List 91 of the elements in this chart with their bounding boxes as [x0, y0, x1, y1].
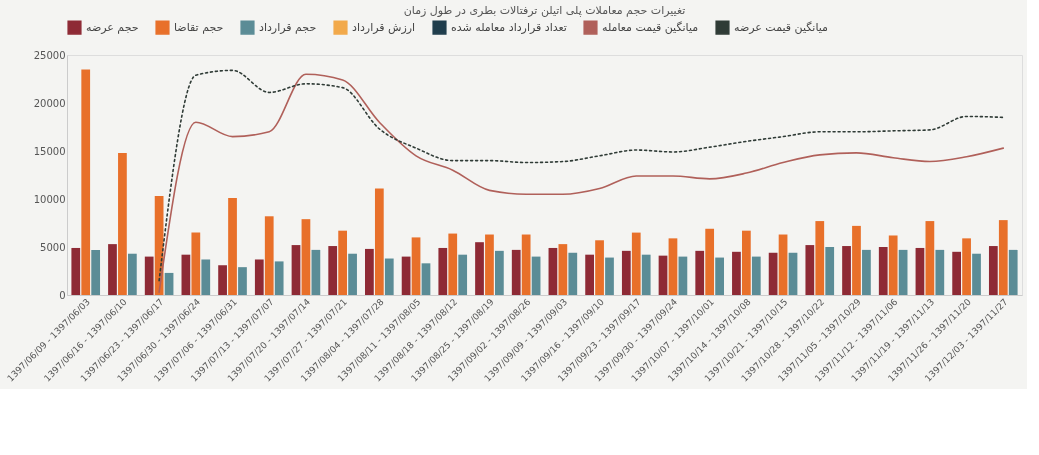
bar: [328, 246, 338, 295]
bar: [962, 238, 971, 295]
legend-label: حجم قرارداد: [259, 20, 317, 34]
bar: [201, 259, 211, 295]
bar: [164, 272, 174, 295]
bar: [621, 250, 631, 295]
bar: [511, 249, 521, 295]
bar: [365, 248, 374, 295]
bar: [678, 256, 688, 295]
bar: [144, 256, 154, 295]
bar: [715, 257, 724, 295]
bar: [384, 258, 394, 295]
bar: [568, 252, 578, 295]
bar: [695, 250, 705, 295]
bar: [81, 69, 91, 295]
bar: [825, 247, 835, 295]
bar: [181, 254, 191, 295]
bar: [741, 230, 751, 295]
y-tick-label: 20000: [33, 97, 66, 109]
bar: [401, 256, 411, 295]
legend-label: تعداد قرارداد معامله شده: [451, 20, 567, 34]
bar: [191, 232, 201, 295]
bar: [71, 247, 81, 295]
legend-label: حجم عرضه: [86, 20, 139, 34]
legend-label: میانگین قیمت عرضه: [734, 20, 829, 34]
bar: [218, 265, 227, 295]
chart-title: تغییرات حجم معاملات پلی اتیلن ترفتالات بطری در طول زمان: [403, 4, 686, 17]
bar: [521, 234, 531, 295]
bar: [998, 220, 1008, 295]
bar: [935, 249, 945, 295]
bar: [952, 251, 962, 295]
bar: [888, 235, 898, 295]
bar: [421, 263, 431, 295]
bar: [274, 261, 284, 295]
bar: [374, 188, 384, 295]
bar: [668, 238, 678, 295]
y-tick-label: 15000: [33, 145, 66, 157]
bar: [254, 259, 264, 295]
bar: [768, 252, 778, 295]
bar: [815, 221, 825, 295]
bar: [631, 232, 641, 295]
bar: [862, 249, 871, 295]
bar: [531, 256, 541, 295]
y-tick-label: 25000: [33, 49, 66, 61]
bar: [438, 247, 448, 295]
bar: [348, 253, 357, 295]
bar: [842, 246, 851, 295]
bar: [732, 251, 741, 295]
bar: [338, 230, 348, 295]
bar: [91, 249, 101, 295]
bar: [448, 233, 458, 295]
bar: [485, 234, 494, 295]
y-tick-label: 5000: [40, 241, 66, 253]
y-tick-label: 0: [59, 289, 66, 301]
bar: [605, 257, 614, 295]
bar: [495, 250, 504, 295]
bar: [658, 255, 668, 295]
legend-label: ارزش قرارداد: [352, 20, 416, 34]
bar: [585, 254, 594, 295]
bar: [264, 216, 274, 295]
bar: [805, 245, 815, 295]
bar: [238, 267, 247, 295]
bar: [301, 219, 311, 295]
bar: [898, 249, 908, 295]
bar: [228, 198, 237, 295]
bar: [411, 237, 421, 295]
bar: [788, 252, 798, 295]
legend-label: میانگین قیمت معامله: [602, 20, 699, 34]
y-tick-label: 10000: [33, 193, 66, 205]
bar: [705, 228, 715, 295]
bar: [925, 221, 935, 295]
bar: [915, 247, 925, 295]
bar: [108, 244, 117, 295]
bar: [458, 254, 468, 295]
bar: [1008, 249, 1018, 295]
bar: [291, 245, 301, 295]
bar: [641, 254, 651, 295]
bar: [972, 253, 981, 295]
bar: [751, 256, 761, 295]
bar: [311, 249, 321, 295]
legend-label: حجم تقاضا: [174, 20, 224, 34]
bar: [988, 246, 998, 295]
bar: [475, 242, 484, 295]
bar: [878, 247, 888, 295]
bar: [118, 152, 127, 295]
bar: [852, 225, 861, 295]
bar: [548, 247, 558, 295]
bar: [558, 244, 568, 295]
bar: [127, 253, 137, 295]
bar: [595, 240, 604, 295]
bar: [778, 234, 788, 295]
